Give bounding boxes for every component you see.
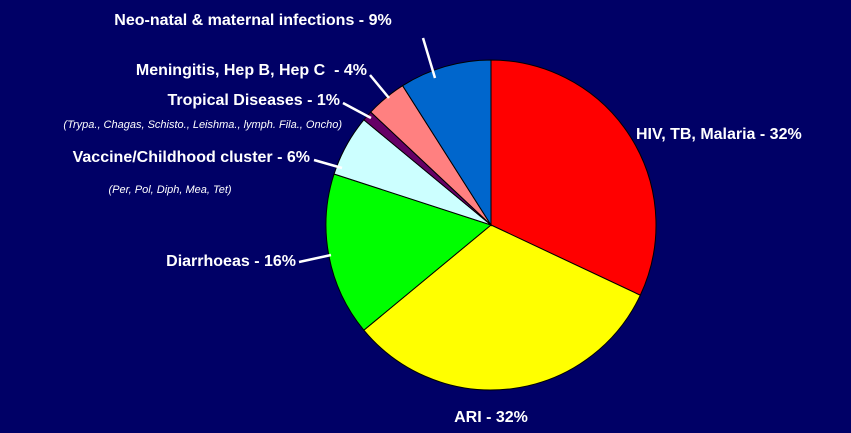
pie-slice — [363, 224, 641, 391]
leader-line — [421, 37, 437, 79]
leader-line — [342, 101, 372, 120]
pie-slice — [401, 59, 492, 227]
pie-slice — [490, 59, 657, 296]
slice-label: Vaccine/Childhood cluster - 6% — [73, 149, 310, 166]
leader-line — [298, 253, 332, 264]
annotation: (Per, Pol, Diph, Mea, Tet) — [108, 184, 231, 196]
leader-line — [313, 158, 343, 170]
slice-label: Tropical Diseases - 1% — [167, 92, 340, 109]
slice-label: Neo-natal & maternal infections - 9% — [114, 12, 391, 29]
slice-label: Meningitis, Hep B, Hep C - 4% — [136, 62, 367, 79]
annotation: (Trypa., Chagas, Schisto., Leishma., lym… — [63, 119, 342, 131]
slice-label: ARI - 32% — [454, 409, 528, 426]
leader-line — [369, 74, 390, 99]
slice-label: HIV, TB, Malaria - 32% — [636, 126, 802, 143]
slice-label: Diarrhoeas - 16% — [166, 253, 296, 270]
